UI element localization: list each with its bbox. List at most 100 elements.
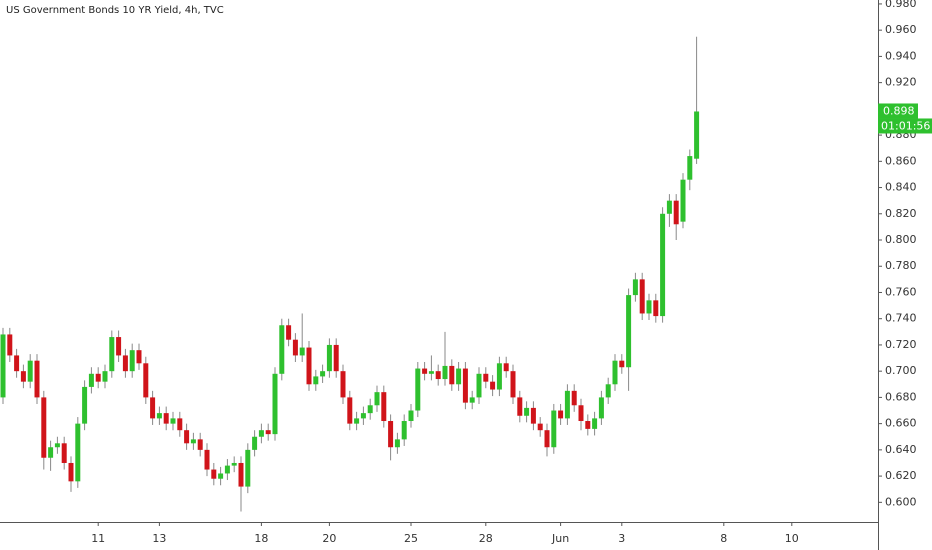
y-tick-label: 0.600 — [885, 495, 917, 508]
candle-body — [224, 465, 230, 474]
candle-body — [82, 386, 88, 424]
candle-body — [619, 360, 625, 368]
x-tick-label: 8 — [720, 532, 727, 545]
candle-body — [156, 413, 162, 419]
candle-body — [238, 462, 244, 487]
y-tick-label: 0.980 — [885, 0, 917, 10]
candle-body — [197, 439, 203, 450]
candle-body — [75, 423, 81, 482]
candle-body — [558, 410, 564, 419]
x-tick-label: 10 — [785, 532, 799, 545]
countdown-label: 01:01:56 — [881, 119, 930, 132]
y-tick-label: 0.820 — [885, 207, 917, 220]
y-tick-label: 0.680 — [885, 390, 917, 403]
candle-body — [476, 373, 482, 398]
y-tick-label: 0.720 — [885, 338, 917, 351]
candle-body — [95, 373, 101, 382]
candle-body — [258, 430, 264, 437]
candle-body — [490, 381, 496, 390]
candle-body — [190, 439, 196, 444]
candle-body — [41, 397, 47, 458]
candle-body — [211, 469, 217, 479]
candle-body — [88, 373, 94, 387]
candle-body — [204, 449, 210, 470]
candle-body — [150, 397, 156, 419]
candle-body — [184, 430, 190, 444]
candle-body — [408, 410, 414, 422]
candle-body — [218, 473, 224, 479]
x-tick-label: 25 — [404, 532, 418, 545]
candle-body — [551, 410, 557, 448]
candle-body — [333, 344, 339, 372]
candle-body — [231, 462, 237, 466]
candle-body — [265, 430, 271, 435]
candle-body — [360, 413, 366, 419]
candle-body — [14, 355, 20, 372]
candle-body — [136, 350, 142, 364]
candle-body — [109, 337, 115, 372]
candle-body — [0, 334, 6, 398]
chart-title: US Government Bonds 10 YR Yield, 4h, TVC — [6, 5, 224, 16]
y-tick-label: 0.740 — [885, 312, 917, 325]
candle-body — [177, 418, 183, 431]
candle-body — [483, 373, 489, 382]
candle-body — [299, 347, 305, 356]
candle-body — [245, 449, 251, 487]
candle-body — [272, 373, 278, 435]
candle-body — [646, 300, 652, 314]
price-tag — [878, 103, 918, 119]
candle-body — [653, 300, 659, 317]
y-tick-label: 0.620 — [885, 469, 917, 482]
x-tick-label: 18 — [254, 532, 268, 545]
y-tick-label: 0.960 — [885, 23, 917, 36]
candle-body — [571, 390, 577, 406]
candle-body — [143, 363, 149, 398]
candle-body — [537, 423, 543, 431]
candle-body — [564, 390, 570, 419]
candle-body — [306, 347, 312, 385]
candle-body — [449, 365, 455, 385]
candle-body — [61, 443, 67, 463]
candle-body — [422, 368, 428, 374]
candle-body — [313, 376, 319, 385]
candle-body — [605, 384, 611, 398]
candle-body — [68, 462, 74, 482]
candle-body — [639, 279, 645, 314]
x-tick-label: 13 — [152, 532, 166, 545]
candle-body — [435, 371, 441, 380]
candle-body — [428, 371, 434, 374]
candle-body — [122, 355, 128, 372]
candle-body — [503, 363, 509, 372]
candle-body — [673, 200, 679, 225]
candle-body — [578, 405, 584, 422]
y-tick-label: 0.840 — [885, 181, 917, 194]
candle-body — [34, 360, 40, 398]
candle-body — [694, 111, 700, 159]
y-tick-label: 0.700 — [885, 364, 917, 377]
candle-body — [612, 360, 618, 385]
candle-body — [660, 213, 666, 317]
candle-body — [292, 339, 298, 356]
candle-body — [27, 360, 33, 382]
candle-body — [592, 418, 598, 429]
candle-body — [320, 371, 326, 377]
x-tick-label: Jun — [551, 532, 569, 545]
candle-body — [252, 436, 258, 450]
candle-body — [666, 200, 672, 214]
y-tick-label: 0.800 — [885, 233, 917, 246]
candle-body — [326, 344, 332, 372]
y-tick-label: 0.940 — [885, 49, 917, 62]
candle-body — [626, 295, 632, 368]
candle-body — [286, 325, 292, 340]
candle-body — [415, 368, 421, 411]
price-tag-label: 0.898 — [883, 104, 915, 117]
y-tick-label: 0.920 — [885, 76, 917, 89]
candle-body — [401, 421, 407, 440]
candle-body — [530, 407, 536, 424]
x-tick-label: 3 — [618, 532, 625, 545]
candle-body — [456, 368, 462, 385]
candle-body — [544, 430, 550, 448]
candle-body — [374, 392, 380, 406]
y-tick-label: 0.640 — [885, 443, 917, 456]
